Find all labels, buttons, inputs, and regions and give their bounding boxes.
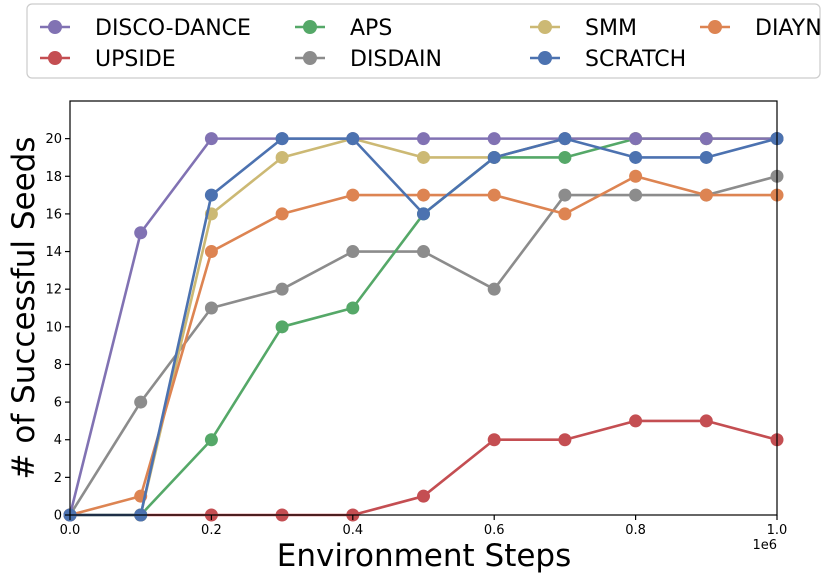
y-tick-label: 14 (45, 245, 62, 260)
data-point-disco-dance (417, 132, 430, 146)
y-tick-label: 10 (45, 320, 62, 335)
x-axis-label: Environment Steps (277, 538, 572, 574)
legend-item-scratch: SCRATCH (530, 47, 686, 72)
data-point-upside (629, 414, 643, 428)
data-point-disdain (134, 395, 148, 409)
data-point-disdain (558, 188, 572, 202)
x-tick-label: 1.0 (767, 523, 788, 538)
y-tick-label: 8 (54, 358, 62, 373)
legend-item-smm: SMM (530, 16, 637, 41)
data-point-diayn (699, 188, 713, 202)
data-point-upside (558, 433, 572, 447)
data-point-scratch (204, 188, 218, 202)
data-point-scratch (346, 132, 360, 146)
legend-label: APS (350, 16, 392, 41)
data-point-disdain (346, 245, 360, 259)
series-diayn (63, 169, 784, 522)
data-point-disdain (275, 282, 289, 296)
legend-label: UPSIDE (95, 47, 176, 72)
data-point-upside (699, 414, 713, 428)
y-axis-label: # of Successful Seeds (6, 136, 42, 479)
data-point-diayn (487, 188, 501, 202)
data-point-diayn (346, 188, 360, 202)
data-point-diayn (275, 207, 289, 221)
x-tick-label: 0.6 (484, 523, 505, 538)
plot-area (63, 132, 784, 522)
y-tick-label: 4 (54, 433, 62, 448)
legend-label: SCRATCH (585, 47, 686, 72)
data-point-upside (417, 489, 430, 503)
x-tick-label: 0.0 (60, 523, 81, 538)
series-line-diayn (69, 174, 777, 517)
data-point-scratch (558, 132, 572, 146)
data-point-disco-dance (699, 132, 713, 146)
y-tick-label: 0 (54, 509, 62, 524)
data-point-aps (346, 301, 360, 315)
data-point-disco-dance (629, 132, 643, 146)
legend-marker (538, 20, 552, 34)
legend-marker (708, 20, 722, 34)
x-tick-label: 0.4 (342, 523, 363, 538)
data-point-scratch (417, 207, 430, 221)
data-point-aps (275, 320, 289, 334)
data-point-disdain (629, 188, 643, 202)
legend-marker (303, 51, 317, 65)
x-axis: 0.0 0.2 0.4 0.6 0.8 1.0 (60, 515, 788, 538)
data-point-scratch (275, 132, 289, 146)
x-offset-label: 1e6 (752, 538, 777, 553)
legend-marker (538, 51, 552, 65)
data-point-diayn (417, 188, 430, 202)
data-point-aps (204, 433, 218, 447)
y-tick-label: 16 (45, 207, 62, 222)
legend-item-diayn: DIAYN (700, 16, 822, 41)
legend-marker (48, 51, 62, 65)
legend-box (26, 3, 821, 79)
y-tick-label: 20 (45, 132, 62, 147)
series-line-disdain (68, 175, 778, 516)
data-point-smm (275, 150, 289, 164)
data-point-scratch (629, 150, 643, 164)
data-point-disco-dance (204, 132, 218, 146)
y-tick-label: 2 (54, 471, 62, 486)
data-point-diayn (629, 169, 643, 183)
legend-marker (303, 20, 317, 34)
legend-item-disdain: DISDAIN (295, 47, 442, 72)
y-tick-label: 12 (45, 283, 62, 298)
data-point-diayn (204, 245, 218, 259)
legend-marker (48, 20, 62, 34)
legend-label: DISCO-DANCE (95, 16, 251, 41)
x-tick-label: 0.8 (625, 523, 646, 538)
data-point-aps (558, 150, 572, 164)
data-point-scratch (487, 150, 501, 164)
series-scratch (63, 132, 784, 522)
data-point-disdain (204, 301, 218, 315)
y-tick-label: 6 (54, 396, 62, 411)
legend-label: SMM (585, 16, 637, 41)
data-point-disco-dance (487, 132, 501, 146)
data-point-disco-dance (134, 226, 148, 240)
legend-label: DIAYN (755, 16, 822, 41)
data-point-disdain (417, 245, 430, 259)
y-tick-label: 18 (45, 170, 62, 185)
y-axis: 0 2 4 6 8 10 12 14 16 18 20 (45, 132, 70, 524)
x-tick-label: 0.2 (201, 523, 222, 538)
data-point-scratch (699, 150, 713, 164)
axes-frame (69, 100, 778, 516)
data-point-diayn (558, 207, 572, 221)
series-disdain (63, 169, 784, 522)
legend-item-disco-dance: DISCO-DANCE (40, 16, 251, 41)
legend: DISCO-DANCE UPSIDE APS DISDAIN SMM SCRATCH DIA… (40, 16, 822, 72)
legend-item-aps: APS (295, 16, 392, 41)
series-upside (63, 414, 784, 522)
data-point-disdain (487, 282, 501, 296)
legend-item-upside: UPSIDE (40, 47, 176, 72)
data-point-upside (487, 433, 501, 447)
legend-label: DISDAIN (350, 47, 442, 72)
data-point-smm (417, 150, 430, 164)
